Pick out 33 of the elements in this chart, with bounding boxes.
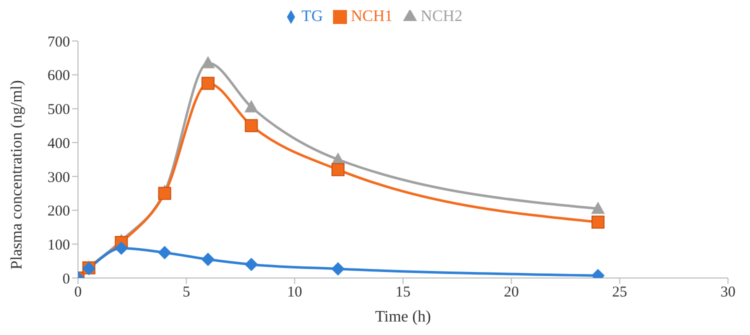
y-tick-label: 600: [48, 68, 70, 84]
y-tick-label: 100: [48, 237, 70, 254]
x-tick-label: 15: [396, 284, 410, 301]
point: [244, 119, 258, 132]
x-tick-label: 20: [504, 284, 519, 301]
y-tick-label: 400: [48, 136, 70, 152]
x-tick-label: 0: [74, 284, 82, 301]
x-tick-label: 25: [612, 284, 628, 301]
legend-label: NCH2: [420, 8, 462, 25]
x-tick-label: 10: [287, 284, 302, 301]
point: [114, 242, 128, 255]
x-tick-label: 5: [182, 284, 190, 301]
point: [244, 100, 258, 112]
y-tick-label: 300: [48, 170, 70, 186]
x-axis-title: Time (h): [375, 308, 431, 326]
x-tick-label: 30: [720, 284, 736, 301]
point: [158, 186, 172, 200]
y-tick-label: 0: [62, 271, 70, 288]
y-axis-title: Plasma concentration (ng/ml): [8, 80, 26, 270]
legend-label: TG: [302, 8, 323, 25]
point: [592, 202, 604, 214]
y-tick-label: 700: [48, 34, 70, 50]
y-tick-label: 500: [48, 102, 70, 118]
point: [202, 76, 214, 90]
point: [158, 246, 172, 260]
point: [244, 258, 258, 271]
point: [202, 252, 214, 266]
legend-label: NCH1: [350, 8, 393, 25]
point: [592, 216, 604, 229]
point: [332, 163, 344, 176]
point: [202, 56, 214, 68]
point: [332, 262, 344, 276]
y-tick-label: 200: [48, 204, 70, 220]
